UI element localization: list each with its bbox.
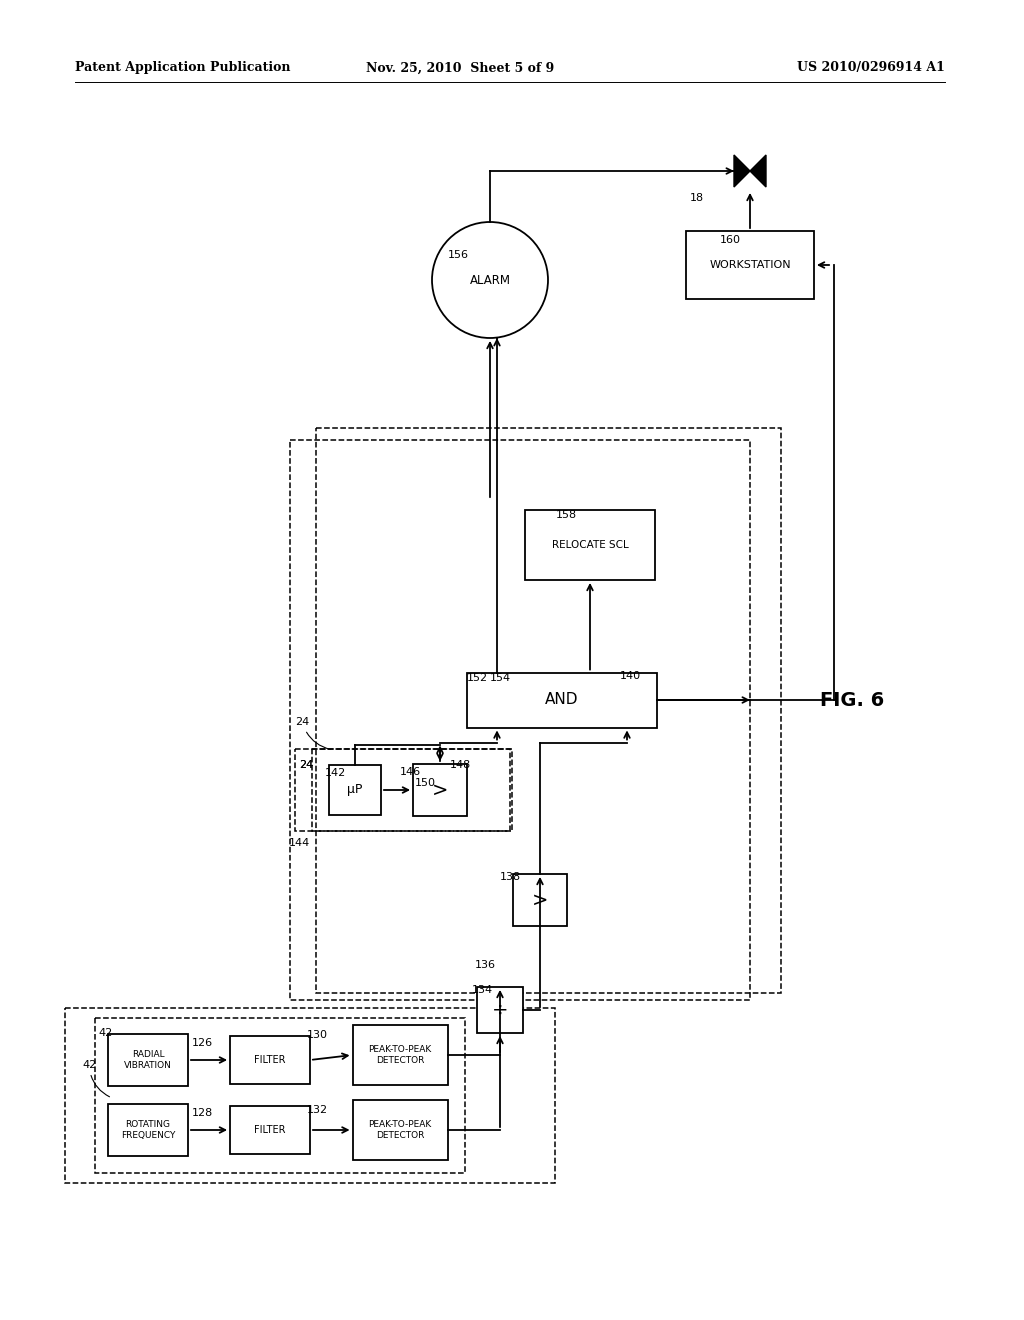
Text: 24: 24: [295, 717, 331, 750]
Text: ROTATING
FREQUENCY: ROTATING FREQUENCY: [121, 1121, 175, 1139]
Polygon shape: [734, 154, 750, 187]
Text: 142: 142: [325, 768, 346, 777]
Text: Nov. 25, 2010  Sheet 5 of 9: Nov. 25, 2010 Sheet 5 of 9: [366, 62, 554, 74]
Text: PEAK-TO-PEAK
DETECTOR: PEAK-TO-PEAK DETECTOR: [369, 1045, 432, 1065]
Circle shape: [432, 222, 548, 338]
Text: ALARM: ALARM: [469, 273, 511, 286]
Bar: [477, 987, 523, 1034]
Text: 152: 152: [467, 673, 488, 682]
Text: AND: AND: [545, 693, 579, 708]
Text: WORKSTATION: WORKSTATION: [710, 260, 791, 271]
Bar: [312, 748, 512, 832]
Text: 146: 146: [400, 767, 421, 777]
Text: Patent Application Publication: Patent Application Publication: [75, 62, 291, 74]
Text: 154: 154: [490, 673, 511, 682]
Bar: [413, 764, 467, 816]
Bar: [513, 874, 567, 927]
Bar: [230, 1036, 310, 1084]
Text: FILTER: FILTER: [254, 1125, 286, 1135]
Text: 136: 136: [475, 960, 496, 970]
Text: FILTER: FILTER: [254, 1055, 286, 1065]
Bar: [230, 1106, 310, 1154]
Text: 18: 18: [690, 193, 705, 203]
Text: 156: 156: [449, 249, 469, 260]
Text: FIG. 6: FIG. 6: [820, 690, 885, 710]
Text: 148: 148: [450, 760, 471, 770]
Bar: [315, 428, 780, 993]
Text: μP: μP: [347, 784, 362, 796]
Bar: [467, 672, 657, 727]
Text: 150: 150: [415, 777, 436, 788]
Bar: [352, 1026, 447, 1085]
Text: 42: 42: [98, 1028, 113, 1038]
Bar: [295, 748, 510, 832]
Bar: [352, 1100, 447, 1160]
Bar: [525, 510, 655, 579]
Text: 134: 134: [472, 985, 494, 995]
Text: US 2010/0296914 A1: US 2010/0296914 A1: [797, 62, 945, 74]
Text: 24: 24: [299, 760, 313, 770]
Text: 24: 24: [299, 760, 313, 770]
Text: RELOCATE SCL: RELOCATE SCL: [552, 540, 629, 550]
Bar: [686, 231, 814, 300]
Text: ÷: ÷: [492, 1001, 508, 1019]
Bar: [65, 1007, 555, 1183]
Text: 128: 128: [193, 1107, 213, 1118]
Bar: [329, 766, 381, 814]
Text: >: >: [432, 780, 449, 800]
Bar: [290, 440, 750, 1001]
Bar: [108, 1034, 188, 1086]
Text: RADIAL
VIBRATION: RADIAL VIBRATION: [124, 1051, 172, 1069]
Text: 130: 130: [307, 1030, 328, 1040]
Text: 160: 160: [720, 235, 741, 246]
Text: 42: 42: [82, 1060, 110, 1097]
Text: 144: 144: [289, 838, 310, 847]
Text: 140: 140: [620, 671, 641, 681]
Bar: [108, 1104, 188, 1156]
Text: >: >: [531, 891, 548, 909]
Polygon shape: [750, 154, 766, 187]
Text: 126: 126: [193, 1038, 213, 1048]
Text: 138: 138: [500, 873, 521, 882]
Text: 132: 132: [307, 1105, 328, 1115]
Bar: [95, 1018, 465, 1172]
Text: PEAK-TO-PEAK
DETECTOR: PEAK-TO-PEAK DETECTOR: [369, 1121, 432, 1139]
Text: 158: 158: [556, 510, 578, 520]
